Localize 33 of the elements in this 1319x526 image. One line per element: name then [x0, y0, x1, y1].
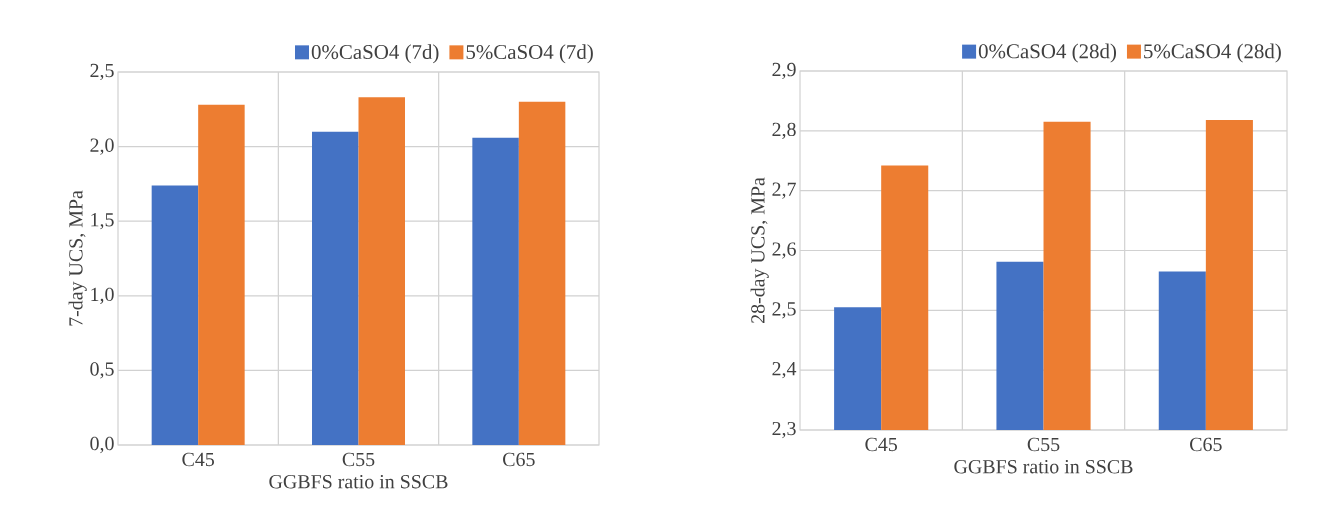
y-tick-label: 2,4 [772, 362, 797, 379]
x-tick-label: C55 [342, 452, 375, 467]
x-tick-label: C65 [503, 452, 535, 467]
y-tick-label: 0,5 [90, 362, 114, 379]
bar [358, 97, 405, 445]
legend-label: 0%CaSO4 (7d) [311, 44, 439, 64]
legend-label: 5%CaSO4 (28d) [1144, 43, 1281, 63]
y-tick-label: 1,5 [91, 213, 114, 230]
y-tick-label: 2,5 [90, 63, 114, 81]
legend-label: 0%CaSO4 (28d) [978, 43, 1117, 63]
y-tick-label: 2,6 [772, 242, 796, 259]
y-tick-label: 1,0 [91, 287, 114, 304]
bar [472, 137, 519, 445]
bar [518, 101, 566, 445]
y-tick-label: 2,9 [772, 62, 796, 80]
y-tick-label: 2,7 [772, 182, 796, 199]
bar [198, 104, 245, 445]
y-tick-label: 2,0 [90, 138, 114, 155]
bar [312, 131, 359, 445]
bar [151, 185, 199, 445]
y-axis-title: 7-day UCS, MPa [68, 190, 87, 326]
x-axis-title: GGBFS ratio in SSCB [954, 460, 1133, 474]
y-tick-label: 0,0 [90, 436, 114, 454]
legend-label: 5%CaSO4 (7d) [466, 44, 593, 64]
x-tick-label: C55 [1027, 437, 1060, 452]
x-tick-label: C65 [1190, 437, 1222, 452]
x-tick-label: C45 [865, 437, 898, 452]
y-tick-label: 2,5 [772, 302, 796, 319]
x-axis-title: GGBFS ratio in SSCB [269, 475, 448, 489]
x-tick-label: C45 [182, 452, 214, 467]
y-tick-label: 2,3 [772, 421, 796, 439]
y-axis-title: 28-day UCS, MPa [750, 177, 769, 323]
y-tick-label: 2,8 [772, 122, 796, 139]
